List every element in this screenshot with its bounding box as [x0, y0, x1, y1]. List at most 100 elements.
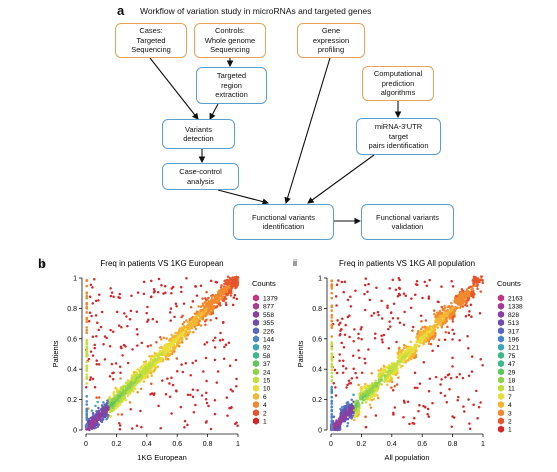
density-point — [459, 292, 463, 295]
density-point — [444, 331, 447, 334]
density-point — [111, 398, 115, 402]
density-point — [404, 294, 407, 297]
density-point — [448, 387, 451, 391]
density-point — [366, 290, 369, 293]
density-point — [330, 316, 334, 319]
density-point — [377, 313, 380, 317]
density-point — [373, 388, 376, 392]
density-point — [124, 398, 127, 402]
density-point — [330, 355, 334, 359]
density-point — [181, 341, 184, 344]
density-point — [401, 364, 404, 368]
density-point — [97, 328, 100, 332]
density-point — [182, 302, 186, 305]
density-point — [403, 310, 406, 314]
density-point — [346, 298, 350, 302]
legend-swatch — [497, 335, 505, 343]
density-point — [476, 283, 479, 286]
density-point — [386, 306, 389, 310]
legend-swatch — [252, 327, 260, 335]
density-point — [89, 376, 93, 379]
density-point — [132, 390, 135, 393]
density-point — [396, 317, 400, 320]
density-point — [418, 382, 422, 385]
density-point — [190, 316, 193, 320]
density-point — [363, 392, 367, 395]
density-point — [404, 353, 407, 356]
x-tick-label: 0 — [329, 441, 333, 448]
density-point — [364, 425, 368, 429]
density-point — [209, 279, 213, 283]
density-point — [105, 336, 108, 340]
density-point — [334, 421, 338, 424]
density-point — [396, 351, 399, 355]
density-point — [452, 311, 456, 314]
density-point — [428, 278, 431, 282]
density-point — [461, 289, 465, 293]
density-point — [334, 295, 338, 298]
density-point — [436, 326, 439, 329]
legend-label: 4 — [263, 402, 267, 409]
gene-expression-box: Gene expression profiling — [297, 23, 365, 58]
density-point — [443, 313, 446, 316]
legend-label: 10 — [263, 386, 271, 393]
density-point — [225, 286, 228, 290]
density-point — [474, 284, 477, 288]
density-point — [110, 362, 114, 366]
density-point — [330, 395, 334, 399]
density-point — [201, 315, 205, 319]
density-point — [345, 386, 348, 389]
density-point — [342, 290, 345, 294]
density-point — [213, 301, 216, 305]
density-point — [459, 306, 462, 310]
density-point — [398, 360, 401, 363]
density-point — [209, 310, 213, 314]
controls-box: Controls: Whole genome Sequencing — [194, 23, 266, 58]
density-point — [225, 396, 229, 399]
density-point — [464, 314, 468, 318]
density-point — [341, 405, 344, 409]
density-point — [155, 340, 158, 344]
density-point — [368, 298, 372, 302]
density-point — [391, 388, 395, 392]
density-point — [140, 341, 144, 345]
density-point — [219, 286, 223, 289]
density-point — [465, 304, 469, 307]
density-point — [205, 391, 208, 395]
density-point — [438, 318, 442, 322]
density-point — [136, 378, 140, 382]
density-point — [85, 320, 89, 324]
density-point — [115, 407, 118, 410]
density-point — [468, 427, 472, 430]
density-point — [114, 362, 118, 365]
density-point — [425, 284, 429, 288]
density-point — [118, 424, 122, 427]
density-point — [116, 388, 119, 391]
density-point — [397, 376, 400, 379]
density-point — [330, 291, 334, 295]
density-point — [350, 409, 354, 413]
density-point — [164, 392, 168, 396]
density-point — [108, 415, 112, 419]
variants-detection-box: Variants detection — [162, 119, 235, 149]
density-point — [443, 304, 446, 308]
density-point — [154, 358, 158, 361]
density-point — [395, 340, 398, 344]
density-point — [422, 361, 426, 364]
density-point — [374, 414, 378, 417]
density-point — [371, 384, 375, 387]
density-point — [92, 415, 96, 418]
density-point — [425, 336, 428, 340]
density-point — [362, 398, 365, 402]
density-point — [391, 316, 395, 320]
density-point — [93, 278, 96, 281]
density-point — [150, 279, 153, 283]
density-point — [163, 344, 166, 348]
density-point — [457, 298, 460, 301]
density-point — [450, 425, 453, 428]
density-point — [418, 341, 422, 345]
legend-label: 29 — [508, 369, 516, 376]
density-point — [87, 320, 91, 323]
density-point — [113, 401, 116, 404]
density-point — [85, 418, 89, 421]
